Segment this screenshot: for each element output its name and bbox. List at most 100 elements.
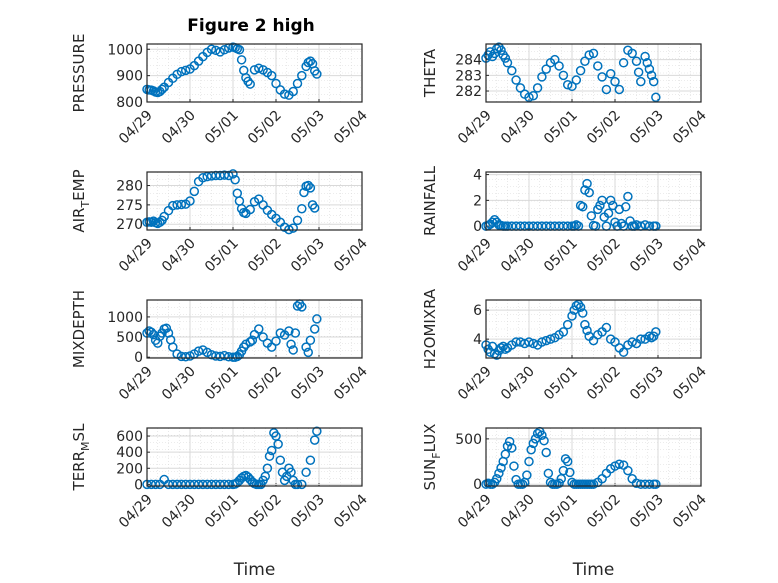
- y-axis-label: RAINFALL: [421, 165, 439, 236]
- x-axis-label: Time: [572, 560, 615, 580]
- plot-area: [486, 300, 701, 358]
- data-point: [528, 438, 539, 449]
- data-point: [580, 319, 590, 330]
- data-point: [176, 199, 187, 210]
- data-point: [157, 84, 167, 95]
- data-point: [176, 66, 187, 77]
- data-point: [633, 67, 644, 77]
- plot-area: [147, 44, 362, 102]
- data-point: [558, 465, 569, 476]
- data-point: [588, 48, 599, 59]
- data-point: [299, 187, 309, 198]
- data-point: [578, 202, 588, 212]
- y-tick-label: 6: [473, 303, 482, 319]
- data-point: [288, 223, 298, 233]
- y-tick-label: 0: [134, 350, 143, 366]
- data-point: [601, 84, 612, 95]
- y-axis-label: H2OMIXRA: [421, 288, 439, 369]
- data-point: [507, 65, 517, 76]
- y-axis-label: AIRTEMP: [70, 169, 92, 232]
- data-point: [243, 76, 253, 87]
- figure-title: Figure 2 high: [187, 16, 315, 36]
- axes-frame: [146, 171, 363, 231]
- y-tick-label: 600: [116, 429, 143, 445]
- data-point: [636, 76, 646, 87]
- data-point: [312, 314, 322, 324]
- y-tick-label: 400: [116, 445, 143, 461]
- data-point: [593, 61, 603, 71]
- data-point: [266, 70, 277, 81]
- axes-frame: [485, 171, 702, 231]
- y-tick-label: 200: [116, 461, 143, 477]
- data-point: [305, 335, 316, 346]
- data-point: [303, 180, 313, 191]
- data-point: [264, 451, 275, 461]
- data-point: [288, 345, 298, 355]
- data-point: [198, 173, 208, 183]
- data-point: [288, 86, 298, 97]
- data-point: [511, 337, 521, 347]
- data-point: [271, 336, 281, 346]
- data-point: [644, 331, 655, 341]
- data-point: [266, 342, 277, 352]
- data-point: [541, 335, 551, 346]
- y-tick-label: 1000: [107, 42, 143, 58]
- data-point: [230, 174, 240, 185]
- data-point: [571, 301, 582, 311]
- data-point: [560, 454, 571, 464]
- data-point: [610, 76, 620, 87]
- data-point: [305, 455, 316, 465]
- y-tick-label: 280: [116, 179, 143, 195]
- data-point: [562, 80, 573, 90]
- y-axis-label: TERRMSL: [70, 423, 92, 492]
- data-point: [575, 65, 586, 76]
- plot-area: [486, 44, 701, 102]
- data-point: [305, 56, 316, 66]
- data-point: [644, 64, 655, 74]
- data-point: [586, 211, 597, 221]
- data-point: [492, 43, 502, 54]
- data-point: [511, 75, 521, 85]
- data-point: [286, 339, 296, 350]
- data-point: [206, 350, 217, 360]
- data-point: [603, 208, 614, 218]
- data-point: [582, 178, 592, 189]
- data-point: [496, 45, 506, 56]
- y-tick-label: 800: [116, 95, 143, 111]
- data-point: [502, 58, 513, 68]
- data-point: [494, 468, 504, 479]
- data-point: [517, 479, 528, 489]
- x-axis-label: Time: [233, 560, 276, 580]
- axes-frame: [146, 299, 363, 359]
- data-point: [642, 58, 652, 68]
- data-point: [496, 463, 506, 473]
- data-point: [614, 459, 625, 469]
- data-point: [502, 441, 513, 451]
- data-point: [148, 329, 159, 340]
- data-point: [206, 44, 217, 55]
- data-point: [651, 92, 661, 103]
- y-tick-label: 500: [455, 432, 482, 448]
- data-point: [616, 218, 627, 229]
- data-point: [297, 302, 307, 312]
- data-point: [309, 203, 320, 213]
- data-point: [562, 319, 573, 330]
- data-point: [258, 332, 268, 342]
- data-point: [515, 83, 526, 93]
- y-axis-label: PRESSURE: [70, 34, 88, 113]
- y-tick-label: 270: [116, 217, 143, 233]
- axes-frame: [485, 43, 702, 103]
- data-point: [537, 337, 547, 347]
- data-point: [247, 335, 258, 346]
- y-tick-label: 275: [116, 198, 143, 214]
- data-point: [500, 53, 511, 63]
- data-point: [543, 468, 554, 479]
- data-point: [554, 478, 564, 489]
- data-point: [275, 455, 286, 465]
- data-point: [580, 56, 590, 66]
- data-point: [539, 435, 549, 446]
- data-point: [567, 311, 577, 321]
- data-point: [621, 202, 631, 212]
- data-point: [223, 479, 234, 490]
- data-point: [239, 342, 249, 352]
